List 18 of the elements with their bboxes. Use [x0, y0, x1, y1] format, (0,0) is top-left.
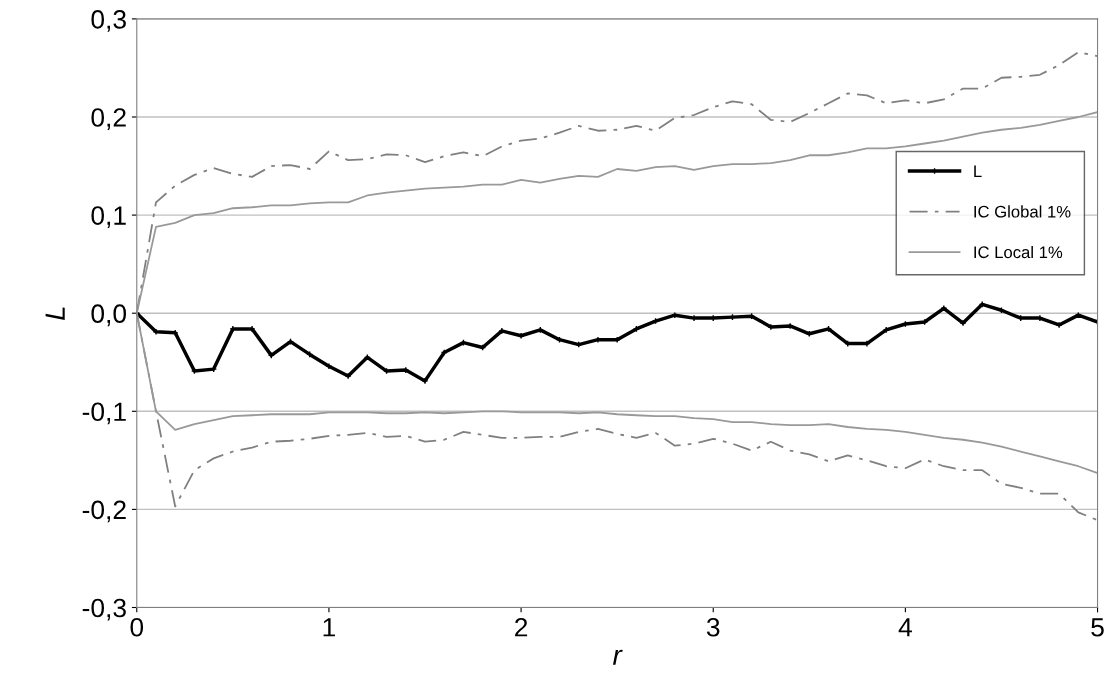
- x-axis-title: r: [613, 649, 623, 665]
- y-tick-label: -0,2: [82, 500, 126, 523]
- y-tick-label: 0,2: [91, 108, 126, 130]
- legend-label: IC Global 1%: [974, 205, 1071, 218]
- y-tick-label: 0,1: [91, 206, 126, 229]
- x-tick-label: 0: [130, 617, 144, 637]
- legend-label: L: [974, 165, 982, 177]
- x-tick-label: 2: [515, 617, 528, 637]
- y-axis-title: L: [45, 307, 65, 321]
- y-tick-label: 0,3: [91, 10, 126, 32]
- legend-label: IC Local 1%: [974, 245, 1063, 259]
- x-tick-label: 4: [898, 618, 912, 637]
- x-tick-label: 5: [1091, 618, 1104, 637]
- y-tick-label: -0,1: [82, 402, 126, 425]
- y-tick-label: 0,0: [91, 304, 127, 327]
- x-tick-label: 3: [706, 617, 720, 637]
- y-tick-label: -0,3: [82, 598, 126, 621]
- x-tick-label: 1: [323, 618, 335, 637]
